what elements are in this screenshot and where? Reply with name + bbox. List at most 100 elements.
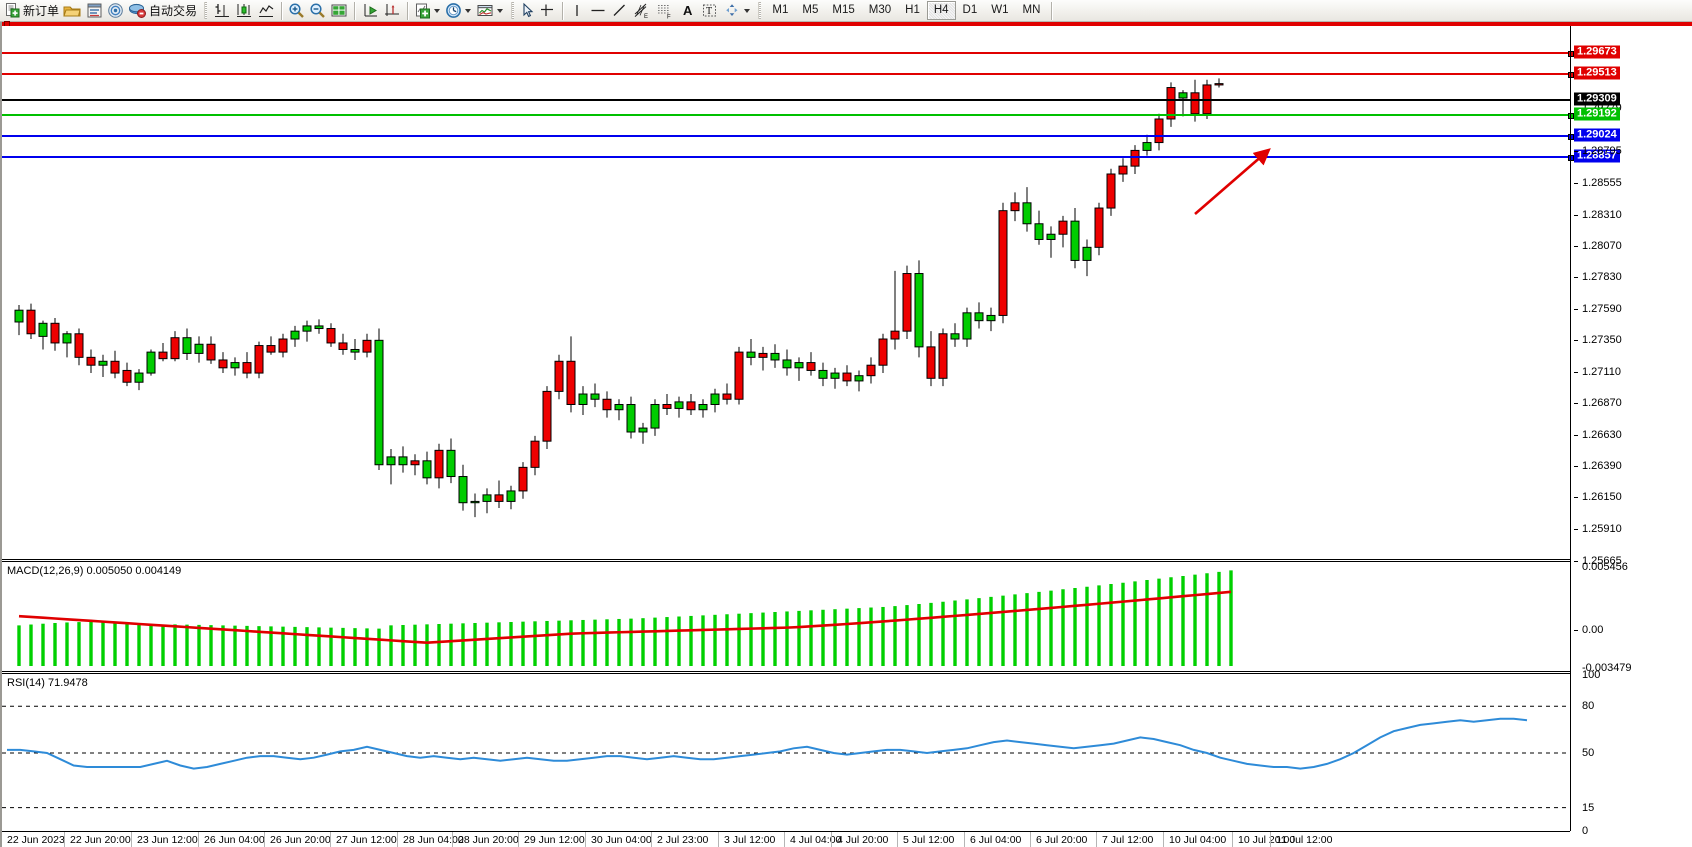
rsi-pane[interactable]: RSI(14) 71.9478	[2, 675, 1570, 831]
level-line-handle-icon[interactable]	[1568, 72, 1574, 78]
text-label-button[interactable]: T	[699, 1, 720, 21]
bar-chart-button[interactable]	[211, 1, 233, 21]
time-axis-tick-label: 22 Jun 20:00	[70, 834, 131, 846]
toolbar-grip-1[interactable]	[202, 2, 208, 19]
candle	[734, 346, 744, 405]
macd-plot	[17, 570, 1233, 666]
level-line-handle-icon[interactable]	[1568, 155, 1574, 161]
period-button[interactable]	[443, 1, 474, 21]
candle	[470, 493, 480, 518]
candle	[122, 362, 132, 387]
candle	[638, 422, 648, 444]
candlestick-chart-button[interactable]	[233, 1, 255, 21]
equidistant-channel-button[interactable]: E	[630, 1, 653, 21]
tile-windows-button[interactable]	[328, 1, 350, 21]
price-axis-line	[1570, 26, 1571, 831]
rsi-label: RSI(14) 71.9478	[7, 677, 88, 689]
timeframe-d1[interactable]: D1	[962, 4, 978, 16]
new-order-button[interactable]: 新订单	[2, 1, 61, 21]
timeframe-m5[interactable]: M5	[802, 4, 819, 16]
templates-button[interactable]	[474, 1, 506, 21]
candle	[326, 323, 336, 347]
timeframe-m1[interactable]: M1	[772, 4, 789, 16]
line-chart-button[interactable]	[255, 1, 277, 21]
timeframe-h4[interactable]: H4	[926, 1, 956, 20]
level-line[interactable]	[2, 51, 1574, 57]
vertical-line-button[interactable]	[567, 1, 587, 21]
auto-scroll-icon	[361, 2, 379, 19]
price-level-badge[interactable]: 1.29192	[1574, 107, 1620, 121]
price-level-badge[interactable]: 1.29024	[1574, 128, 1620, 142]
time-axis-tick	[964, 832, 965, 847]
level-line[interactable]	[2, 72, 1574, 78]
level-line-handle-icon[interactable]	[1568, 51, 1574, 57]
time-axis-tick-label: 22 Jun 2023	[7, 834, 65, 846]
macd-pane[interactable]: MACD(12,26,9) 0.005050 0.004149	[2, 563, 1570, 673]
price-level-badge[interactable]: 1.29673	[1574, 45, 1620, 59]
time-axis-tick	[1096, 832, 1097, 847]
shapes-icon	[722, 2, 741, 19]
time-axis[interactable]: 22 Jun 2023 22 Jun 20:00 23 Jun 12:00 26 Ju…	[2, 831, 1570, 847]
zoom-in-button[interactable]	[286, 1, 307, 21]
price-level-badge[interactable]: 1.29513	[1574, 66, 1620, 80]
auto-scroll-button[interactable]	[359, 1, 381, 21]
shapes-button[interactable]	[720, 1, 753, 21]
chart-shift-button[interactable]	[381, 1, 403, 21]
pane-separator-rsi[interactable]	[2, 671, 1570, 674]
level-line-handle-icon[interactable]	[1568, 113, 1574, 119]
candle	[770, 344, 780, 368]
period-chevron-down-icon[interactable]	[465, 8, 472, 13]
timeframe-m30[interactable]: M30	[868, 4, 892, 16]
level-line-handle-icon[interactable]	[1568, 134, 1574, 140]
level-line[interactable]	[2, 99, 1570, 101]
level-line[interactable]	[2, 113, 1574, 119]
chart-window[interactable]: GBPUSD-,H4 1.29303 1.29329 1.29279 1.293…	[0, 21, 1692, 847]
price-level-badge[interactable]: 1.28857	[1574, 149, 1620, 163]
timeframe-mn[interactable]: MN	[1022, 4, 1041, 16]
add-indicator-button[interactable]	[412, 1, 443, 21]
new-order-label: 新订单	[23, 4, 60, 18]
add-indicator-chevron-down-icon[interactable]	[434, 8, 441, 13]
candle	[974, 302, 984, 329]
time-axis-tick	[1270, 832, 1271, 847]
cursor-button[interactable]	[518, 1, 537, 21]
shapes-chevron-down-icon[interactable]	[744, 8, 751, 13]
expert-advisor-button[interactable]: 自动交易	[126, 1, 199, 21]
toolbar-grip-3[interactable]	[756, 2, 762, 19]
zoom-out-button[interactable]	[307, 1, 328, 21]
candle	[662, 394, 672, 415]
price-axis-tick-label: 1.26150	[1582, 491, 1622, 504]
timeframe-w1[interactable]: W1	[991, 4, 1009, 16]
candle	[698, 399, 708, 418]
expert-advisor-icon	[128, 2, 147, 19]
timeframe-h1[interactable]: H1	[905, 4, 920, 16]
rsi-axis-tick-label: 50	[1582, 747, 1595, 759]
candle	[794, 357, 804, 381]
candle	[14, 304, 24, 336]
timeframe-m15[interactable]: M15	[832, 4, 855, 16]
toolbar-grip-2[interactable]	[509, 2, 515, 19]
candle	[50, 318, 60, 351]
data-window-button[interactable]	[84, 1, 105, 21]
horizontal-line-button[interactable]	[587, 1, 609, 21]
crosshair-button[interactable]	[537, 1, 558, 21]
level-line[interactable]	[2, 134, 1574, 140]
templates-chevron-down-icon[interactable]	[497, 8, 504, 13]
navigator-button[interactable]	[105, 1, 126, 21]
level-line[interactable]	[2, 155, 1574, 161]
arrow-annotation[interactable]	[2, 26, 1570, 561]
candle	[938, 328, 948, 387]
pane-separator-macd[interactable]	[2, 559, 1570, 562]
candle	[722, 383, 732, 405]
candle	[518, 462, 528, 499]
trendline-button[interactable]	[609, 1, 630, 21]
price-level-badge[interactable]: 1.29309	[1574, 92, 1620, 106]
price-axis-tick	[1574, 246, 1578, 248]
folder-button[interactable]	[61, 1, 84, 21]
candle	[1010, 192, 1020, 222]
fibonacci-button[interactable]: F	[653, 1, 676, 21]
price-axis[interactable]: 1.296731.295131.293091.292791.291921.290…	[1574, 22, 1692, 847]
price-axis-tick	[1574, 308, 1578, 310]
time-axis-tick	[518, 832, 519, 847]
text-button[interactable]: A	[676, 1, 699, 21]
